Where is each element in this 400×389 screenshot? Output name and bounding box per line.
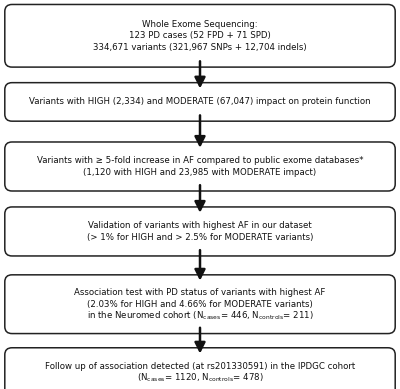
Text: Variants with HIGH (2,334) and MODERATE (67,047) impact on protein function: Variants with HIGH (2,334) and MODERATE … [29,97,371,107]
Text: Follow up of association detected (at rs201330591) in the IPDGC cohort: Follow up of association detected (at rs… [45,362,355,371]
FancyBboxPatch shape [5,275,395,334]
Text: Whole Exome Sequencing:: Whole Exome Sequencing: [142,19,258,29]
Text: Variants with ≥ 5-fold increase in AF compared to public exome databases*: Variants with ≥ 5-fold increase in AF co… [37,156,363,165]
Text: in the Neuromed cohort (N$_\mathrm{cases}$= 446, N$_\mathrm{controls}$= 211): in the Neuromed cohort (N$_\mathrm{cases… [86,310,314,322]
FancyBboxPatch shape [5,5,395,67]
Text: (> 1% for HIGH and > 2.5% for MODERATE variants): (> 1% for HIGH and > 2.5% for MODERATE v… [87,233,313,242]
Text: 123 PD cases (52 FPD + 71 SPD): 123 PD cases (52 FPD + 71 SPD) [129,31,271,40]
Text: 334,671 variants (321,967 SNPs + 12,704 indels): 334,671 variants (321,967 SNPs + 12,704 … [93,43,307,52]
Text: (1,120 with HIGH and 23,985 with MODERATE impact): (1,120 with HIGH and 23,985 with MODERAT… [84,168,316,177]
FancyBboxPatch shape [5,207,395,256]
Text: Association test with PD status of variants with highest AF: Association test with PD status of varia… [74,288,326,297]
FancyBboxPatch shape [5,348,395,389]
Text: (2.03% for HIGH and 4.66% for MODERATE variants): (2.03% for HIGH and 4.66% for MODERATE v… [87,300,313,309]
FancyBboxPatch shape [5,142,395,191]
Text: (N$_\mathrm{cases}$= 1120, N$_\mathrm{controls}$= 478): (N$_\mathrm{cases}$= 1120, N$_\mathrm{co… [137,372,263,384]
FancyBboxPatch shape [5,83,395,121]
Text: Validation of variants with highest AF in our dataset: Validation of variants with highest AF i… [88,221,312,230]
